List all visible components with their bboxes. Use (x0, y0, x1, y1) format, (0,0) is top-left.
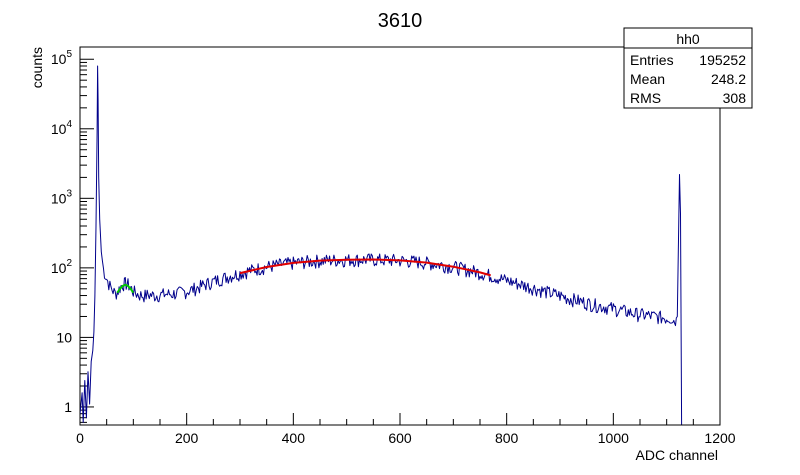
y-axis-title: counts (29, 47, 45, 88)
stats-value-rms: 308 (723, 90, 747, 106)
stats-value-entries: 195252 (699, 52, 746, 68)
histogram-line (80, 65, 683, 425)
x-tick-label: 600 (388, 430, 412, 446)
x-tick-label: 200 (175, 430, 199, 446)
stats-box-title: hh0 (676, 31, 700, 47)
x-tick-label: 400 (282, 430, 306, 446)
fit-curve-main (239, 258, 491, 277)
y-tick-label: 102 (51, 258, 73, 276)
y-tick-label: 1 (64, 399, 72, 415)
y-tick-label: 104 (51, 119, 73, 137)
stats-value-mean: 248.2 (711, 71, 746, 87)
y-tick-label: 103 (51, 188, 73, 206)
stats-box: hh0 Entries 195252 Mean 248.2 RMS 308 (623, 27, 753, 109)
x-tick-label: 1200 (704, 430, 735, 446)
chart-title: 3610 (378, 10, 423, 32)
x-axis-ticks: 0 200 400 600 800 1000 1200 (76, 413, 736, 446)
stats-label-rms: RMS (630, 90, 661, 106)
y-tick-label: 105 (51, 49, 73, 67)
x-tick-label: 0 (76, 430, 84, 446)
x-tick-label: 1000 (598, 430, 629, 446)
stats-label-entries: Entries (630, 52, 674, 68)
series-layer (80, 65, 683, 425)
x-axis-title: ADC channel (636, 447, 719, 463)
fit-curve-low (116, 283, 135, 294)
stats-label-mean: Mean (630, 71, 665, 87)
y-axis-ticks: 1 10 102 103 104 105 (51, 49, 94, 423)
stats-box-frame (623, 27, 753, 109)
y-tick-label: 10 (56, 329, 72, 345)
x-tick-label: 800 (495, 430, 519, 446)
